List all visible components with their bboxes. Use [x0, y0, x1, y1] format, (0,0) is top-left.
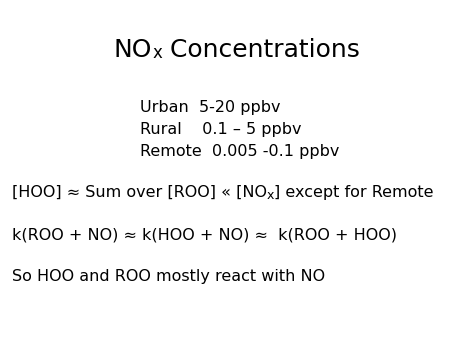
Text: x: x: [267, 189, 274, 202]
Text: [HOO] ≈ Sum over [ROO] « [NO: [HOO] ≈ Sum over [ROO] « [NO: [12, 185, 267, 200]
Text: So HOO and ROO mostly react with NO: So HOO and ROO mostly react with NO: [12, 269, 325, 284]
Text: ] except for Remote: ] except for Remote: [274, 185, 434, 200]
Text: NO: NO: [114, 38, 152, 62]
Text: x: x: [152, 44, 162, 62]
Text: k(ROO + NO) ≈ k(HOO + NO) ≈  k(ROO + HOO): k(ROO + NO) ≈ k(HOO + NO) ≈ k(ROO + HOO): [12, 227, 397, 242]
Text: Concentrations: Concentrations: [162, 38, 360, 62]
Text: Rural    0.1 – 5 ppbv: Rural 0.1 – 5 ppbv: [140, 122, 301, 137]
Text: Remote  0.005 -0.1 ppbv: Remote 0.005 -0.1 ppbv: [140, 144, 339, 159]
Text: Urban  5-20 ppbv: Urban 5-20 ppbv: [140, 100, 281, 115]
